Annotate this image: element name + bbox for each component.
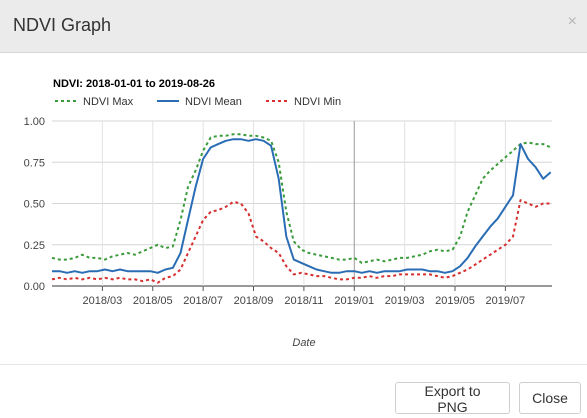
dialog-title: NDVI Graph xyxy=(13,15,112,35)
x-tick-label: 2018/03 xyxy=(82,295,122,307)
x-tick-label: 2019/03 xyxy=(385,295,425,307)
x-axis: 2018/03 2018/05 2018/07 2018/09 2018/11 2019/… xyxy=(82,286,525,307)
chart-title: NDVI: 2018-01-01 to 2019-08-26 xyxy=(53,78,215,90)
x-axis-label: Date xyxy=(292,337,315,349)
legend-label: NDVI Mean xyxy=(185,96,242,108)
chart-grid xyxy=(52,120,552,287)
x-tick-label: 2018/07 xyxy=(183,295,223,307)
y-tick-label: 0.00 xyxy=(24,281,45,293)
y-tick-label: 1.00 xyxy=(24,116,45,128)
x-tick-label: 2018/09 xyxy=(234,295,274,307)
x-tick-label: 2018/11 xyxy=(284,295,323,307)
y-tick-label: 0.50 xyxy=(24,199,45,211)
series-line-ndvi-mean xyxy=(52,138,552,274)
export-png-button[interactable]: Export to PNG xyxy=(395,382,510,415)
close-button[interactable]: Close xyxy=(519,382,581,414)
x-tick-label: 2018/05 xyxy=(133,295,173,307)
chart-series xyxy=(51,133,552,284)
series-line-ndvi-min xyxy=(51,199,551,284)
y-axis: 0.00 0.25 0.50 0.75 1.00 xyxy=(24,116,45,293)
series-line-ndvi-max xyxy=(51,133,552,264)
legend-label: NDVI Max xyxy=(83,96,134,108)
dialog-footer: Export to PNG Close xyxy=(0,364,587,418)
y-tick-label: 0.75 xyxy=(24,157,45,169)
ndvi-chart-svg: NDVI: 2018-01-01 to 2019-08-26 NDVI Max N… xyxy=(24,78,552,349)
close-icon[interactable]: × xyxy=(567,13,577,30)
ndvi-chart: NDVI: 2018-01-01 to 2019-08-26 NDVI Max N… xyxy=(0,54,587,364)
dialog-header: NDVI Graph × xyxy=(0,0,587,53)
x-tick-label: 2019/05 xyxy=(435,295,475,307)
x-tick-label: 2019/01 xyxy=(334,295,374,307)
chart-legend: NDVI Max NDVI Mean NDVI Min xyxy=(55,96,341,108)
x-tick-label: 2019/07 xyxy=(486,295,526,307)
y-tick-label: 0.25 xyxy=(24,240,45,252)
legend-label: NDVI Min xyxy=(294,96,341,108)
